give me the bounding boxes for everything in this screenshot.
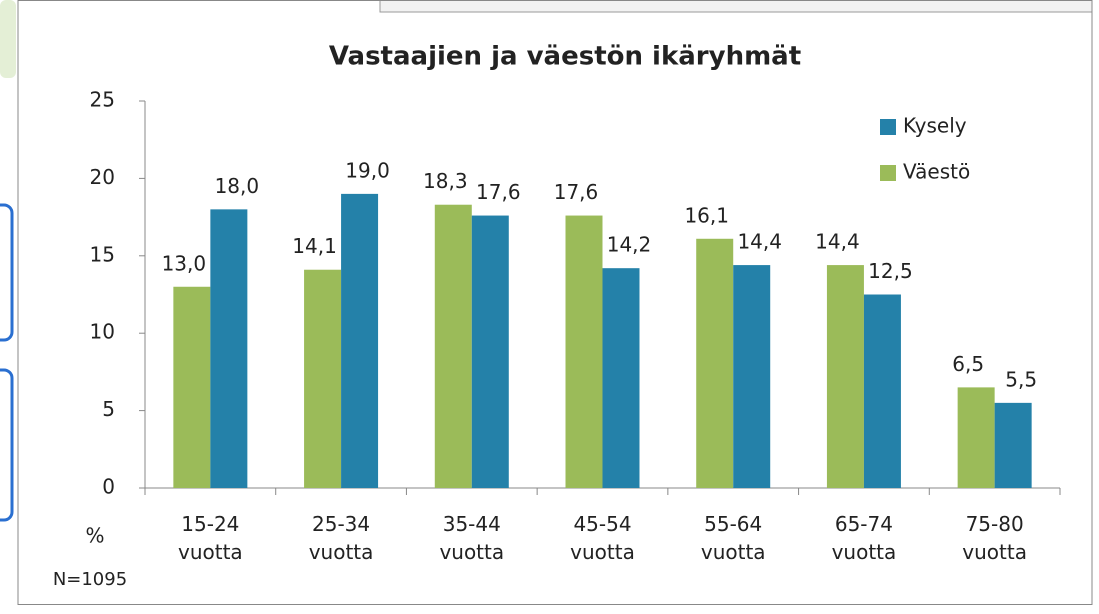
bar	[173, 286, 211, 488]
bar	[304, 269, 342, 488]
y-unit-label: %	[85, 524, 104, 548]
y-tick-label: 15	[90, 242, 115, 266]
value-label: 14,4	[737, 230, 782, 254]
x-tick-label: 35-44 vuotta	[439, 512, 504, 564]
y-tick-label: 25	[90, 88, 115, 112]
side-panel	[0, 203, 14, 342]
value-label: 13,0	[162, 251, 207, 275]
bar	[471, 215, 509, 488]
x-tick-label: 65-74 vuotta	[832, 512, 897, 564]
y-tick-label: 5	[102, 397, 115, 421]
bar	[696, 238, 734, 488]
y-tick-label: 10	[90, 320, 115, 344]
value-label: 17,6	[476, 180, 521, 204]
bar	[826, 265, 864, 488]
y-tick-label: 20	[90, 165, 115, 189]
value-label: 14,1	[292, 234, 337, 258]
value-label: 18,0	[215, 174, 260, 198]
side-panel	[0, 0, 16, 78]
value-label: 5,5	[1005, 367, 1037, 391]
bar	[957, 387, 995, 488]
value-label: 12,5	[868, 259, 913, 283]
value-label: 6,5	[952, 352, 984, 376]
value-label: 18,3	[423, 169, 468, 193]
bar	[210, 209, 248, 489]
bar	[341, 193, 379, 488]
x-tick-label: 15-24 vuotta	[178, 512, 243, 564]
bar	[863, 294, 901, 488]
value-label: 14,2	[607, 233, 652, 257]
side-panel	[0, 368, 14, 522]
value-label: 19,0	[345, 158, 390, 182]
legend-label: Väestö	[903, 160, 970, 184]
chart-frame	[17, 0, 1093, 605]
x-tick-label: 45-54 vuotta	[570, 512, 635, 564]
legend-swatch	[880, 119, 896, 135]
bar	[434, 204, 472, 488]
x-tick-label: 25-34 vuotta	[309, 512, 374, 564]
bar	[602, 268, 640, 488]
top-bar	[379, 0, 1093, 13]
legend-swatch	[880, 165, 896, 181]
y-tick-label: 0	[102, 475, 115, 499]
x-tick-label: 75-80 vuotta	[962, 512, 1027, 564]
note: N=1095	[53, 569, 127, 590]
x-tick-label: 55-64 vuotta	[701, 512, 766, 564]
value-label: 17,6	[554, 180, 599, 204]
legend-label: Kysely	[903, 114, 967, 138]
bar	[994, 402, 1032, 488]
bar	[733, 265, 771, 488]
chart-title: Vastaajien ja väestön ikäryhmät	[329, 42, 801, 72]
value-label: 14,4	[815, 230, 860, 254]
bar	[565, 215, 603, 488]
value-label: 16,1	[684, 203, 729, 227]
